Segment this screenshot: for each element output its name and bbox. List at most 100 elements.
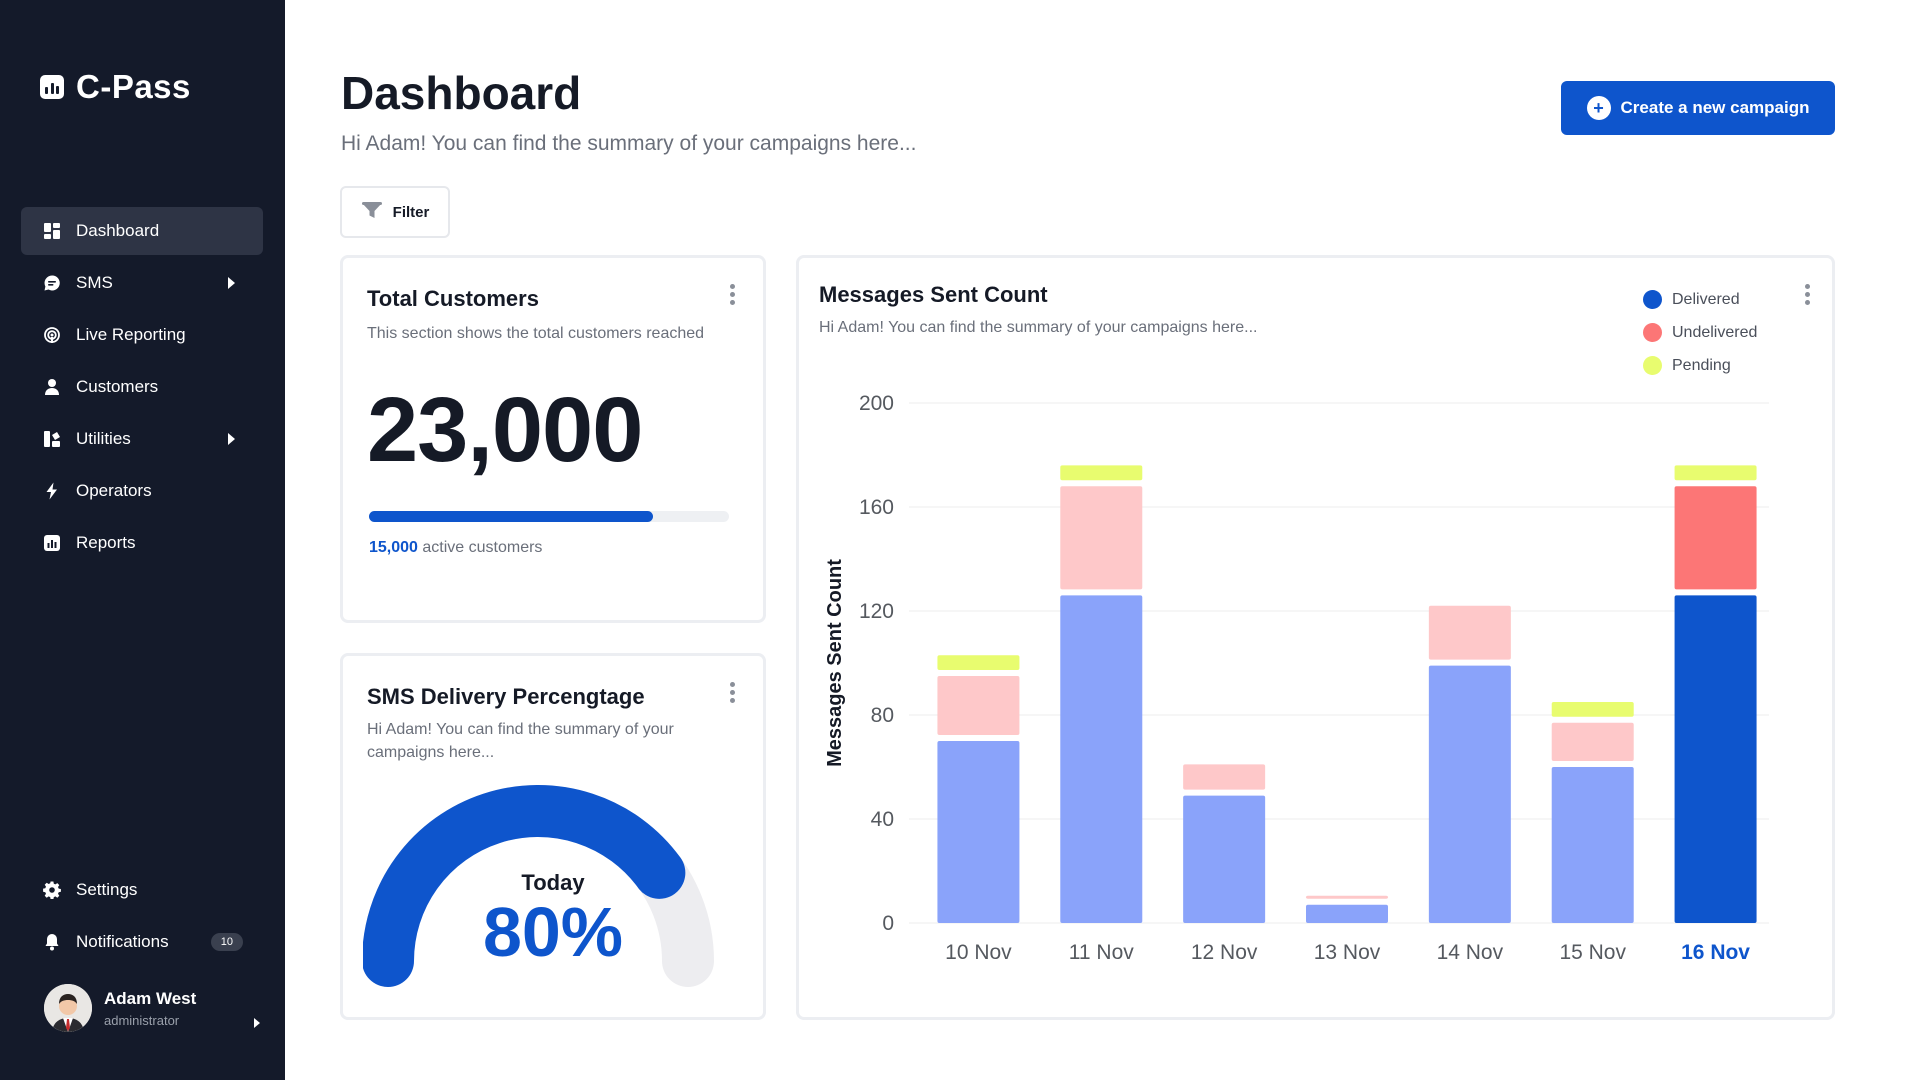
sidebar-item-live-reporting[interactable]: Live Reporting [21, 311, 263, 359]
app-name: C-Pass [76, 68, 191, 105]
gauge-value-label: 80% [482, 893, 624, 971]
create-campaign-button[interactable]: + Create a new campaign [1561, 81, 1835, 135]
bar-undelivered[interactable] [937, 676, 1020, 735]
notifications-count-badge: 10 [210, 933, 243, 951]
bell-icon [43, 933, 61, 951]
y-tick-label: 40 [871, 808, 894, 831]
user-info: Adam West administrator [104, 989, 196, 1028]
bar-undelivered[interactable] [1306, 895, 1388, 899]
chevron-right-icon [254, 1018, 260, 1028]
logo-icon [40, 75, 64, 99]
filter-icon [361, 201, 383, 223]
sidebar-bottom: Settings Notifications 10 [21, 866, 263, 970]
lightning-icon [43, 482, 61, 500]
sidebar: C-Pass Dashboard SMS Live Reporting [0, 0, 285, 1080]
y-tick-label: 80 [871, 704, 894, 727]
messages-chart-card: Messages Sent Count Hi Adam! You can fin… [796, 255, 1835, 1020]
sidebar-item-label: Customers [76, 377, 159, 396]
legend-dot [1643, 290, 1662, 309]
total-customers-subtitle: This section shows the total customers r… [367, 325, 705, 342]
sidebar-item-notifications[interactable]: Notifications 10 [21, 918, 263, 966]
user-name: Adam West [104, 988, 197, 1008]
x-tick-label: 11 Nov [1069, 941, 1134, 964]
broadcast-icon [43, 326, 61, 344]
bar-undelivered[interactable] [1551, 722, 1634, 761]
gauge-period-label: Today [521, 870, 585, 895]
dashboard-icon [43, 222, 61, 240]
sidebar-item-settings[interactable]: Settings [21, 866, 263, 914]
legend-dot [1643, 323, 1662, 342]
chat-bubble-icon [43, 274, 61, 292]
more-options-icon[interactable] [730, 682, 736, 703]
legend-item-pending[interactable]: Pending [1643, 349, 1757, 382]
legend-item-delivered[interactable]: Delivered [1643, 283, 1757, 316]
bar-undelivered[interactable] [1183, 764, 1266, 790]
sidebar-item-dashboard[interactable]: Dashboard [21, 207, 263, 255]
chevron-right-icon [228, 433, 235, 445]
sidebar-nav: Dashboard SMS Live Reporting Customers [21, 207, 263, 571]
app-logo[interactable]: C-Pass [40, 68, 191, 106]
filter-button[interactable]: Filter [340, 186, 450, 238]
legend-label: Undelivered [1672, 323, 1758, 341]
messages-chart-subtitle: Hi Adam! You can find the summary of you… [819, 319, 1258, 336]
sidebar-item-label: SMS [76, 273, 113, 292]
bar-pending[interactable] [1674, 465, 1757, 481]
active-customers-label: active customers [417, 539, 543, 556]
active-customers-value: 15,000 [369, 539, 418, 556]
messages-bar-chart: 0 40 80 120 160 200 Messages Sent Count 10 Nov 1… [824, 392, 1769, 964]
gauge-fill [363, 785, 686, 987]
plus-icon: + [1586, 96, 1611, 120]
delivery-gauge [363, 785, 714, 987]
sidebar-item-sms[interactable]: SMS [21, 259, 263, 307]
user-profile[interactable]: Adam West administrator [44, 982, 260, 1034]
active-customers-line: 15,000 active customers [369, 539, 542, 557]
active-customers-progress [369, 511, 729, 522]
sms-delivery-card: SMS Delivery Percengtage Hi Adam! You ca… [340, 653, 766, 1020]
x-tick-label: 12 Nov [1191, 941, 1258, 964]
x-tick-label: 15 Nov [1559, 941, 1626, 964]
bar-delivered[interactable] [1428, 665, 1511, 923]
sidebar-item-reports[interactable]: Reports [21, 519, 263, 567]
y-axis-label: Messages Sent Count [824, 559, 846, 767]
sidebar-item-label: Operators [76, 481, 152, 500]
y-tick-label: 160 [859, 496, 894, 519]
utilities-icon [43, 430, 61, 448]
bar-pending[interactable] [1060, 465, 1143, 481]
bar-delivered[interactable] [1060, 595, 1143, 923]
bar-delivered[interactable] [1306, 904, 1388, 923]
y-tick-label: 0 [882, 912, 894, 935]
x-tick-label: 13 Nov [1314, 941, 1381, 964]
more-options-icon[interactable] [1805, 284, 1811, 305]
bar-undelivered[interactable] [1060, 486, 1143, 590]
page-title: Dashboard [341, 67, 582, 119]
bar-undelivered[interactable] [1428, 605, 1511, 660]
bar-chart-icon [43, 534, 61, 552]
legend-dot [1643, 356, 1662, 375]
sidebar-item-customers[interactable]: Customers [21, 363, 263, 411]
notifications-label: Notifications [76, 932, 169, 951]
person-icon [43, 378, 61, 396]
sidebar-item-label: Reports [76, 533, 136, 552]
gear-icon [43, 881, 61, 899]
x-tick-label: 14 Nov [1437, 941, 1504, 964]
page-subtitle: Hi Adam! You can find the summary of you… [341, 132, 917, 155]
legend-item-undelivered[interactable]: Undelivered [1643, 316, 1757, 349]
bar-undelivered[interactable] [1674, 486, 1757, 590]
x-tick-label: 10 Nov [945, 941, 1012, 964]
avatar [44, 984, 92, 1032]
bar-delivered[interactable] [1674, 595, 1757, 923]
x-tick-label: 16 Nov [1681, 941, 1750, 964]
sidebar-item-utilities[interactable]: Utilities [21, 415, 263, 463]
bar-pending[interactable] [1551, 702, 1634, 717]
more-options-icon[interactable] [730, 284, 736, 305]
sidebar-item-operators[interactable]: Operators [21, 467, 263, 515]
chart-legend: Delivered Undelivered Pending [1643, 283, 1757, 382]
bar-pending[interactable] [937, 655, 1020, 670]
legend-label: Pending [1672, 356, 1731, 374]
total-customers-card: Total Customers This section shows the t… [340, 255, 766, 623]
bar-delivered[interactable] [1551, 767, 1634, 923]
sidebar-item-label: Utilities [76, 429, 131, 448]
bar-delivered[interactable] [1183, 795, 1266, 923]
active-customers-progress-fill [369, 511, 654, 522]
bar-delivered[interactable] [937, 741, 1020, 923]
